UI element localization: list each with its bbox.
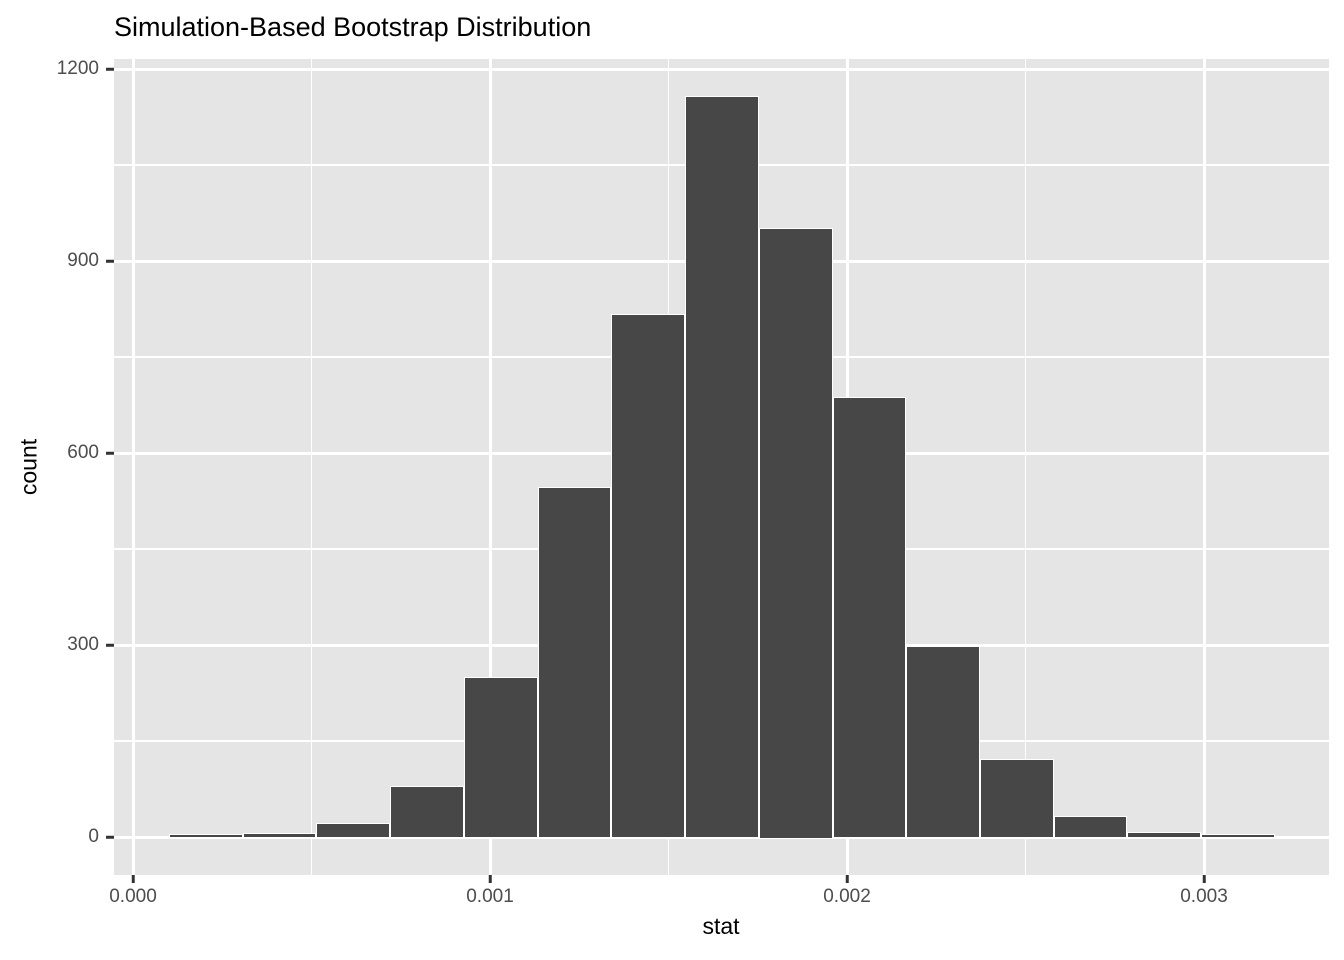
x-axis-tick-mark (845, 875, 849, 883)
histogram-bar (611, 313, 686, 839)
gridline-major-vertical (488, 59, 492, 875)
histogram-bar (169, 834, 243, 839)
y-axis-tick-label: 1200 (56, 58, 99, 79)
x-axis-tick-label: 0.000 (109, 886, 157, 907)
x-axis-tick-label: 0.002 (823, 886, 871, 907)
plot-panel (114, 59, 1329, 875)
x-axis-title: stat (702, 913, 740, 939)
x-axis-tick-mark (131, 875, 135, 883)
histogram-bar (537, 486, 612, 839)
y-axis-tick-mark (106, 259, 114, 263)
y-axis-tick-label: 900 (67, 250, 99, 271)
y-axis-title: count (15, 438, 42, 496)
y-axis-tick-label: 300 (67, 634, 99, 655)
x-axis-tick-mark (1202, 875, 1206, 883)
histogram-bar (463, 677, 538, 839)
y-axis-tick-label: 0 (88, 826, 99, 847)
histogram-bar (685, 96, 759, 839)
histogram-bar (758, 227, 833, 839)
histogram-bar (1127, 832, 1202, 839)
histogram-bar (832, 397, 907, 839)
gridline-major-vertical (1202, 59, 1206, 875)
y-axis-tick-label: 600 (67, 442, 99, 463)
histogram-bar (1053, 815, 1128, 839)
x-axis-tick-mark (488, 875, 492, 883)
gridline-major-vertical (131, 59, 135, 875)
histogram-bar (1201, 834, 1275, 839)
y-axis-tick-mark (106, 67, 114, 71)
histogram-bar (316, 822, 391, 839)
x-axis-tick-label: 0.003 (1180, 886, 1228, 907)
histogram-bar (242, 832, 317, 839)
y-axis-tick-mark (106, 451, 114, 455)
gridline-minor-vertical (1024, 59, 1027, 875)
y-axis-tick-mark (106, 835, 114, 839)
gridline-minor-vertical (310, 59, 313, 875)
y-axis-tick-mark (106, 643, 114, 647)
x-axis-tick-label: 0.001 (466, 886, 514, 907)
gridline-major-horizontal (114, 67, 1329, 71)
histogram-bar (979, 758, 1054, 839)
histogram-bar (390, 786, 464, 839)
histogram-bar (906, 646, 980, 839)
plot-title: Simulation-Based Bootstrap Distribution (114, 12, 592, 42)
